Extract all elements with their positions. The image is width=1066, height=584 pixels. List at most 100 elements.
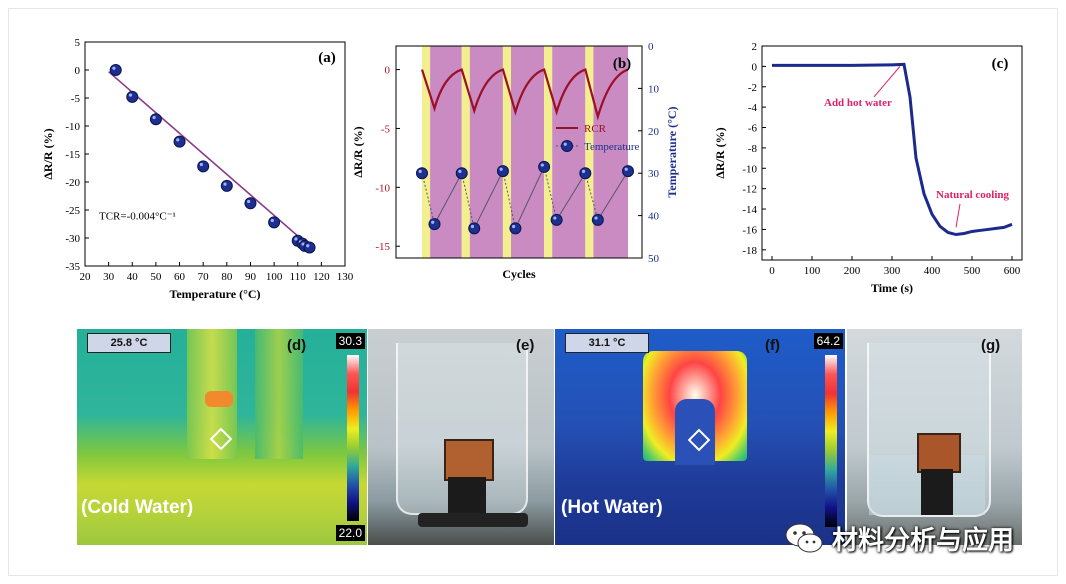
series-line xyxy=(772,62,1013,237)
data-point xyxy=(268,216,281,229)
watermark-text: 材料分析与应用 xyxy=(832,525,1015,556)
plot-area xyxy=(395,45,643,259)
annotation-natural-cooling: Natural cooling xyxy=(936,189,1010,201)
temperature-reading: 25.8 °C xyxy=(87,333,171,353)
y-axis-label: ΔR/R (%) xyxy=(351,126,365,177)
stage-plate xyxy=(418,513,528,527)
y-tick-label: -20 xyxy=(65,177,80,189)
series-line-temperature xyxy=(461,173,475,229)
y-tick-label: -25 xyxy=(65,205,80,217)
y2-tick-label: 50 xyxy=(648,253,660,265)
y-tick-label: 5 xyxy=(75,37,81,49)
temperature-point xyxy=(468,222,481,235)
photo-beaker-water: (g) xyxy=(847,329,1022,545)
scale-min: 22.0 xyxy=(335,525,365,541)
y-tick-label: -16 xyxy=(742,224,757,236)
data-point-highlight xyxy=(301,242,305,246)
y-tick-label: 0 xyxy=(75,65,81,77)
band-yellow xyxy=(585,46,594,258)
data-point xyxy=(173,135,186,148)
temperature-reading: 31.1 °C xyxy=(565,333,649,353)
temperature-point-highlight xyxy=(431,220,435,224)
temperature-point-highlight xyxy=(594,216,598,220)
hot-gap xyxy=(675,399,715,465)
temperature-point-highlight xyxy=(418,169,422,173)
data-point xyxy=(220,179,233,192)
data-point-highlight xyxy=(128,93,133,97)
x-tick-label: 20 xyxy=(80,271,92,283)
annotation-add-hot-water: Add hot water xyxy=(824,97,892,109)
x-tick-label: 80 xyxy=(221,271,233,283)
series-line-temperature xyxy=(473,170,504,229)
y-axis-label: ΔR/R (%) xyxy=(41,128,55,179)
y-tick-label: -12 xyxy=(742,184,757,196)
fit-line xyxy=(108,71,315,251)
y-tick-label: 0 xyxy=(385,65,391,77)
temperature-point xyxy=(591,213,604,226)
sensor-block xyxy=(917,433,961,473)
legend-marker-temperature-highlight xyxy=(563,142,567,146)
series-line-temperature xyxy=(584,173,599,220)
x-tick-label: 110 xyxy=(290,271,307,283)
band-yellow xyxy=(422,46,431,258)
temperature-point-highlight xyxy=(458,169,462,173)
y-tick-label: 2 xyxy=(752,41,758,53)
data-point-highlight xyxy=(247,199,251,204)
x-tick-label: 600 xyxy=(1004,265,1021,277)
data-point xyxy=(197,160,210,173)
band-yellow xyxy=(461,46,470,258)
data-point xyxy=(109,64,122,76)
annotation-arrow xyxy=(955,203,961,228)
temperature-point xyxy=(509,222,522,235)
band-yellow xyxy=(502,46,512,258)
x-axis-label: Temperature (°C) xyxy=(169,287,260,301)
y2-tick-label: 0 xyxy=(648,41,654,53)
y-axis-label: ΔR/R (%) xyxy=(713,127,727,178)
y-tick-label: -15 xyxy=(375,241,390,253)
x-tick-label: 30 xyxy=(103,271,115,283)
legend-label-rcr: RCR xyxy=(584,123,607,135)
band-purple xyxy=(552,46,586,258)
scale-max: 30.3 xyxy=(335,333,365,349)
y-tick-label: -2 xyxy=(748,82,757,94)
scale-max: 64.2 xyxy=(813,333,843,349)
x-tick-label: 70 xyxy=(198,271,210,283)
water-label: (Hot Water) xyxy=(561,497,663,518)
temperature-point-highlight xyxy=(624,167,628,171)
y-tick-label: -4 xyxy=(748,102,758,114)
x-tick-label: 300 xyxy=(884,265,901,277)
y-tick-label: -35 xyxy=(65,261,80,273)
data-point-highlight xyxy=(223,182,227,186)
y-tick-label: -6 xyxy=(748,123,758,135)
color-scale-bar xyxy=(825,355,837,527)
legend-marker-temperature xyxy=(561,140,573,152)
x-axis-label: Cycles xyxy=(502,267,536,281)
data-point xyxy=(149,113,162,126)
temperature-point-highlight xyxy=(470,224,475,229)
x-tick-label: 130 xyxy=(337,271,354,283)
y-tick-label: -8 xyxy=(748,143,758,155)
data-point xyxy=(244,197,257,210)
sensor-base xyxy=(448,477,486,513)
series-line-temperature xyxy=(597,170,629,221)
data-point-highlight xyxy=(112,66,116,70)
data-point xyxy=(303,241,316,254)
tcr-annotation: TCR=-0.004°C⁻¹ xyxy=(99,211,176,223)
data-point-highlight xyxy=(176,138,180,142)
chart-c: 0 100 200 300 400 500 600 2 0 -2 -4 -6 -8 -10 -12 -14 -1… xyxy=(713,41,1023,295)
panel-tag: (d) xyxy=(287,337,307,354)
temperature-point-highlight xyxy=(553,216,557,220)
chart-a: 20 30 40 50 60 70 80 90 100 110 120 13050-5-10-15-2… xyxy=(41,37,354,301)
legend-label-temperature: Temperature xyxy=(584,141,640,153)
panel-tag: (e) xyxy=(516,337,535,354)
x-tick-label: 60 xyxy=(174,271,186,283)
temperature-point xyxy=(622,165,634,178)
panel-tag: (a) xyxy=(318,50,336,66)
y-tick-label: -5 xyxy=(381,123,391,135)
sensor-block xyxy=(444,439,494,481)
y2-tick-label: 40 xyxy=(648,211,660,223)
y-tick-label: -15 xyxy=(65,149,80,161)
series-line-temperature xyxy=(502,170,516,229)
x-tick-label: 120 xyxy=(313,271,330,283)
series-line-temperature xyxy=(434,172,463,225)
